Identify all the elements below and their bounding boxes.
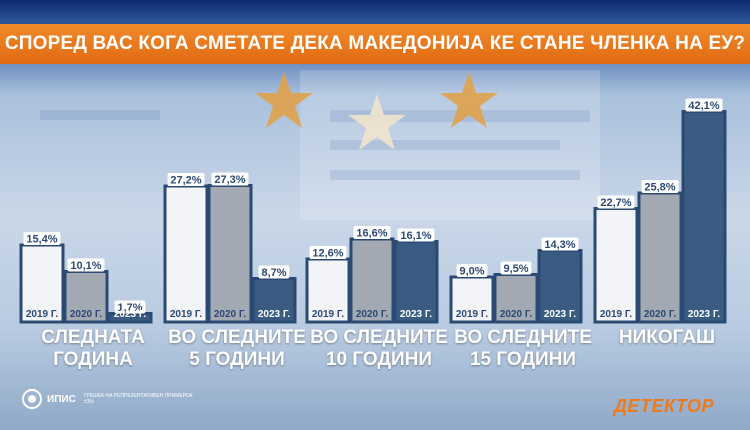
category-label-line: 10 ГОДИНИ [325, 349, 433, 370]
eu-flag-strip [0, 0, 750, 22]
chart-title: СПОРЕД ВАС КОГА СМЕТАТЕ ДЕКА МАКЕДОНИЈА … [4, 33, 746, 54]
series-year-label: 2023 Г. [688, 309, 720, 320]
series-year-label: 2019 Г. [456, 309, 488, 320]
pollster-logo: ИПИС ГРЕШКА НА РЕПРЕЗЕНТАТИВЕН ПРИМЕРОК … [22, 389, 194, 409]
category-label-line: НИКОГАШ [618, 327, 716, 348]
data-label: 27,3% [214, 174, 245, 186]
bar [251, 277, 297, 324]
series-year-label: 2019 Г. [600, 309, 632, 320]
category-label-line: СЛЕДНАТА [41, 327, 145, 348]
category-label: СЛЕДНАТА ГОДИНА [23, 327, 163, 371]
bar [305, 257, 351, 324]
series-year-label: 2020 Г. [356, 309, 388, 320]
bar [207, 184, 253, 324]
data-label-bg [541, 237, 579, 251]
series-year-label: 2020 Г. [500, 309, 532, 320]
star-icon [255, 72, 313, 128]
star-icon [348, 94, 406, 150]
data-label-bg [353, 226, 391, 239]
bar [593, 207, 639, 324]
series-year-label: 2019 Г. [26, 309, 58, 320]
series-year-label: 2023 Г. [400, 309, 432, 320]
category-label: ВО СЛЕДНИТЕ 10 ГОДИНИ [309, 327, 449, 371]
data-label: 9,5% [503, 263, 528, 275]
series-year-label: 2020 Г. [70, 309, 102, 320]
data-label: 9,0% [459, 266, 484, 278]
data-label-bg [500, 261, 532, 275]
bar [449, 275, 495, 324]
bar [19, 243, 65, 324]
series-year-label: 2020 Г. [644, 309, 676, 320]
data-label: 16,6% [356, 228, 387, 240]
star-icon [440, 72, 498, 128]
series-year-label: 2019 Г. [170, 309, 202, 320]
data-label: 15,4% [26, 234, 57, 246]
bg-stripe-2 [330, 140, 560, 150]
data-label-bg [397, 228, 435, 242]
data-label: 10,1% [70, 260, 101, 272]
bar [163, 184, 209, 324]
category-label: ВО СЛЕДНИТЕ 15 ГОДИНИ [453, 327, 593, 371]
title-bar: СПОРЕД ВАС КОГА СМЕТАТЕ ДЕКА МАКЕДОНИЈА … [0, 24, 750, 64]
data-label-bg [211, 172, 249, 186]
data-label-bg [23, 232, 61, 245]
data-label-bg [114, 300, 146, 314]
data-label: 27,2% [170, 175, 201, 187]
series-year-label: 2020 Г. [214, 309, 246, 320]
category-label-line: ГОДИНА [53, 349, 133, 370]
brand-logo: ДЕТЕКТОР [613, 396, 714, 416]
data-label-bg [309, 246, 347, 259]
category-label-line: ВО СЛЕДНИТЕ [310, 327, 448, 348]
series-year-label: 2019 Г. [312, 309, 344, 320]
pollster-note: ГРЕШКА НА РЕПРЕЗЕНТАТИВЕН ПРИМЕРОК ±3% [83, 393, 193, 405]
data-label-bg [641, 180, 679, 193]
data-label-bg [67, 258, 105, 272]
data-label: 8,7% [261, 267, 286, 279]
bar [393, 240, 439, 324]
data-label: 25,8% [644, 182, 675, 194]
category-label: НИКОГАШ [597, 327, 737, 349]
category-label: ВО СЛЕДНИТЕ 5 ГОДИНИ [167, 327, 307, 371]
data-label: 12,6% [312, 248, 343, 260]
data-label: 1,7% [117, 302, 142, 314]
data-label: 42,1% [688, 100, 719, 112]
category-label-line: ВО СЛЕДНИТЕ [168, 327, 306, 348]
data-label: 14,3% [544, 239, 575, 251]
data-label: 22,7% [600, 197, 631, 209]
category-label-line: 15 ГОДИНИ [469, 349, 577, 370]
bar [637, 191, 683, 324]
bar [681, 110, 727, 324]
category-label-line: 5 ГОДИНИ [189, 349, 285, 370]
data-label-bg [258, 265, 290, 279]
data-label-bg [456, 264, 488, 277]
series-year-label: 2023 Г. [544, 309, 576, 320]
pollster-name: ИПИС [47, 393, 76, 405]
pollster-logo-icon [22, 389, 42, 409]
data-label-bg [685, 98, 723, 112]
bar [493, 273, 539, 324]
data-label-bg [167, 173, 205, 186]
series-year-label: 2023 Г. [114, 309, 146, 320]
category-label-line: ВО СЛЕДНИТЕ [454, 327, 592, 348]
bg-stripe-3 [330, 170, 580, 180]
series-year-label: 2023 Г. [258, 309, 290, 320]
data-label: 16,1% [400, 230, 431, 242]
bg-stripe-4 [40, 110, 160, 120]
data-label-bg [597, 195, 635, 209]
